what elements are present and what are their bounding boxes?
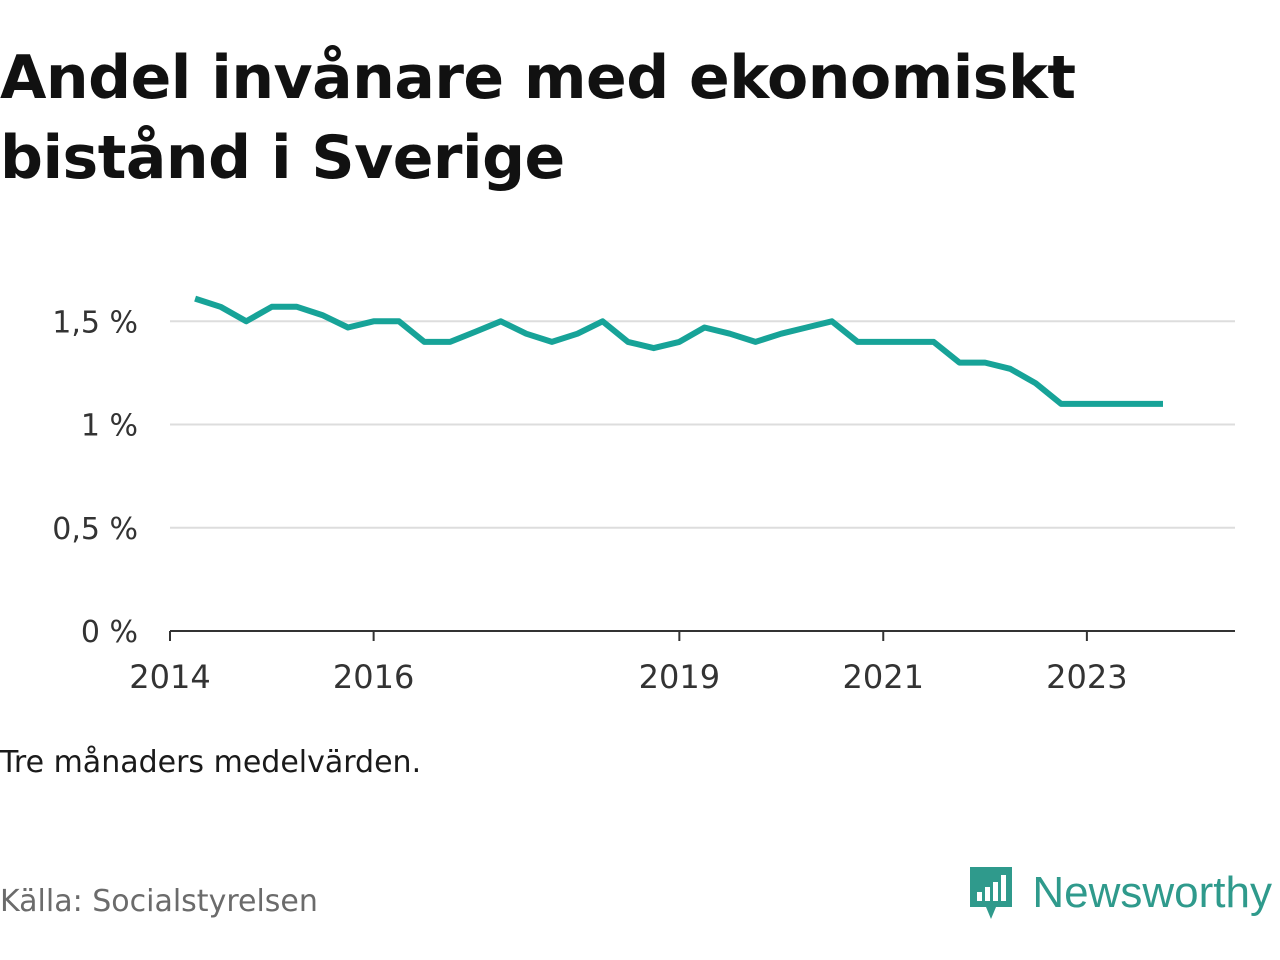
y-tick-label: 1,5 % [52, 305, 138, 340]
data-point [1058, 401, 1064, 407]
x-tick-label: 2023 [1046, 658, 1127, 696]
data-point [1160, 401, 1166, 407]
data-point [778, 331, 784, 337]
y-axis-labels: 0 % 0,5 % 1 % 1,5 % [52, 305, 138, 650]
grid-lines [170, 320, 1235, 529]
x-tick-label: 2016 [333, 658, 414, 696]
data-point [855, 339, 861, 345]
data-point [319, 312, 325, 318]
data-point [294, 304, 300, 310]
data-point [269, 304, 275, 310]
line-chart: 0 % 0,5 % 1 % 1,5 % 2014 2016 2019 2021 2023 [52, 295, 1235, 696]
data-point [1109, 401, 1115, 407]
data-point [575, 331, 581, 337]
data-point [880, 339, 886, 345]
series-line [194, 295, 1163, 407]
x-tick-label: 2021 [843, 658, 924, 696]
data-point [956, 360, 962, 366]
x-tick-label: 2014 [129, 658, 210, 696]
data-point [931, 339, 937, 345]
data-point [1134, 401, 1140, 407]
y-tick-label: 0 % [81, 615, 138, 650]
data-point [371, 318, 377, 324]
y-tick-label: 1 % [81, 409, 138, 444]
y-tick-label: 0,5 % [52, 512, 138, 547]
data-point [498, 318, 504, 324]
newsworthy-bar-chart-icon [970, 867, 1013, 919]
data-point [345, 324, 351, 330]
data-point [676, 339, 682, 345]
data-point [192, 296, 198, 302]
data-point [549, 339, 555, 345]
x-axis: 2014 2016 2019 2021 2023 [129, 630, 1235, 696]
data-point [752, 339, 758, 345]
data-point [727, 331, 733, 337]
brand-name: Newsworthy [1032, 868, 1272, 917]
brand-logo: Newsworthy [966, 862, 1272, 924]
data-point [1007, 366, 1013, 372]
data-point [982, 360, 988, 366]
data-point [651, 345, 657, 351]
source-credit: Källa: Socialstyrelsen [0, 884, 318, 919]
chart-note: Tre månaders medelvärden. [0, 745, 422, 780]
data-point [600, 318, 606, 324]
data-point [396, 318, 402, 324]
data-point [804, 324, 810, 330]
data-point [1084, 401, 1090, 407]
data-point [217, 304, 223, 310]
data-point [625, 339, 631, 345]
chart-title: Andel invånare med ekonomiskt bistånd i … [0, 43, 1076, 193]
data-point [523, 331, 529, 337]
data-point [1033, 380, 1039, 386]
data-point [473, 329, 479, 335]
data-point [243, 318, 249, 324]
data-point [701, 324, 707, 330]
data-point [829, 318, 835, 324]
series-layer [192, 295, 1166, 407]
data-point [447, 339, 453, 345]
x-tick-label: 2019 [639, 658, 720, 696]
data-point [905, 339, 911, 345]
data-point [421, 339, 427, 345]
